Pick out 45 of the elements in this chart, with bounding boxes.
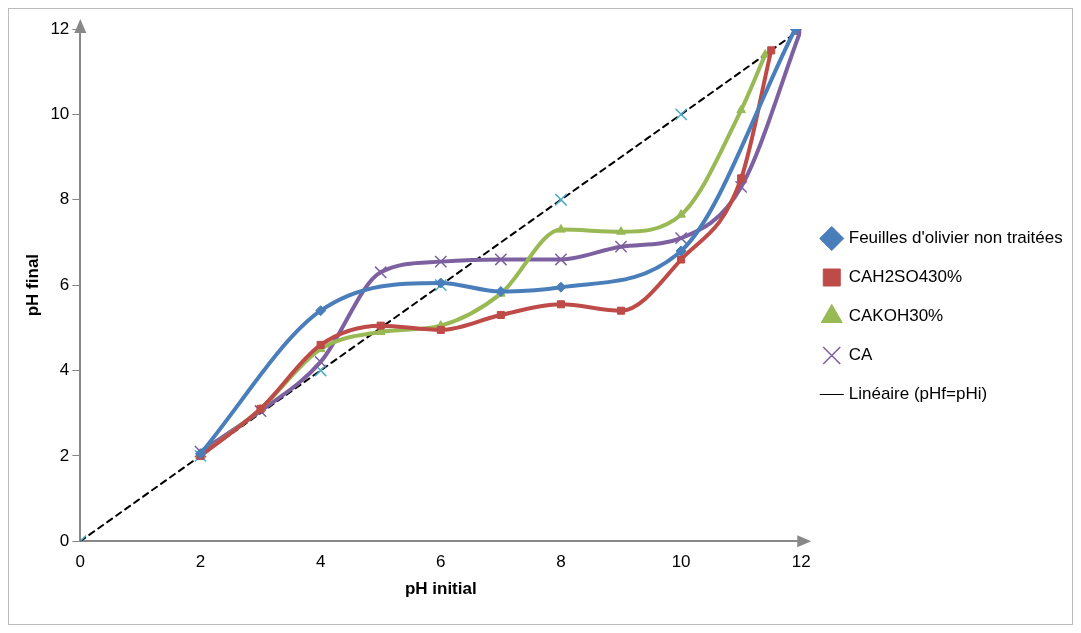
y-axis-title: pH final xyxy=(22,253,42,317)
point xyxy=(434,255,448,269)
point xyxy=(674,231,688,245)
point xyxy=(554,193,568,207)
x-tick-label: 4 xyxy=(315,552,326,572)
point xyxy=(376,321,385,330)
point xyxy=(767,46,776,55)
x-tick-label: 2 xyxy=(195,552,206,572)
x-tick-label: 10 xyxy=(671,552,691,572)
x-axis-title: pH initial xyxy=(404,579,477,599)
y-tick-label: 2 xyxy=(59,445,70,465)
x-tick-label: 6 xyxy=(436,552,446,572)
legend-label: CA xyxy=(848,345,874,365)
point xyxy=(314,364,328,377)
point xyxy=(554,253,568,266)
y-tick-label: 4 xyxy=(59,360,70,380)
point xyxy=(677,255,686,264)
y-tick-label: 10 xyxy=(50,104,70,124)
x-tick-label: 0 xyxy=(75,552,86,572)
legend-label: CAH2SO430% xyxy=(848,267,963,287)
y-tick-label: 6 xyxy=(59,274,70,294)
point xyxy=(675,245,687,257)
point xyxy=(315,305,327,317)
point xyxy=(436,325,445,334)
point xyxy=(736,104,746,114)
point xyxy=(674,107,688,121)
point xyxy=(374,265,388,279)
legend-label: Feuilles d'olivier non traitées xyxy=(848,228,1063,248)
legend-label: Linéaire (pHf=pHi) xyxy=(848,384,988,404)
x-tick-label: 12 xyxy=(791,552,811,572)
point xyxy=(556,224,566,233)
point xyxy=(556,300,565,309)
point xyxy=(494,253,508,266)
point xyxy=(616,306,626,315)
point xyxy=(614,240,628,254)
point xyxy=(676,209,686,218)
point xyxy=(496,310,505,320)
y-tick-label: 12 xyxy=(50,18,70,38)
y-tick-label: 8 xyxy=(59,189,70,209)
y-tick-label: 0 xyxy=(59,530,70,550)
point xyxy=(616,226,626,235)
legend-label: CAKOH30% xyxy=(848,306,944,326)
point xyxy=(316,340,325,349)
x-tick-label: 8 xyxy=(556,552,566,572)
point xyxy=(737,174,746,183)
